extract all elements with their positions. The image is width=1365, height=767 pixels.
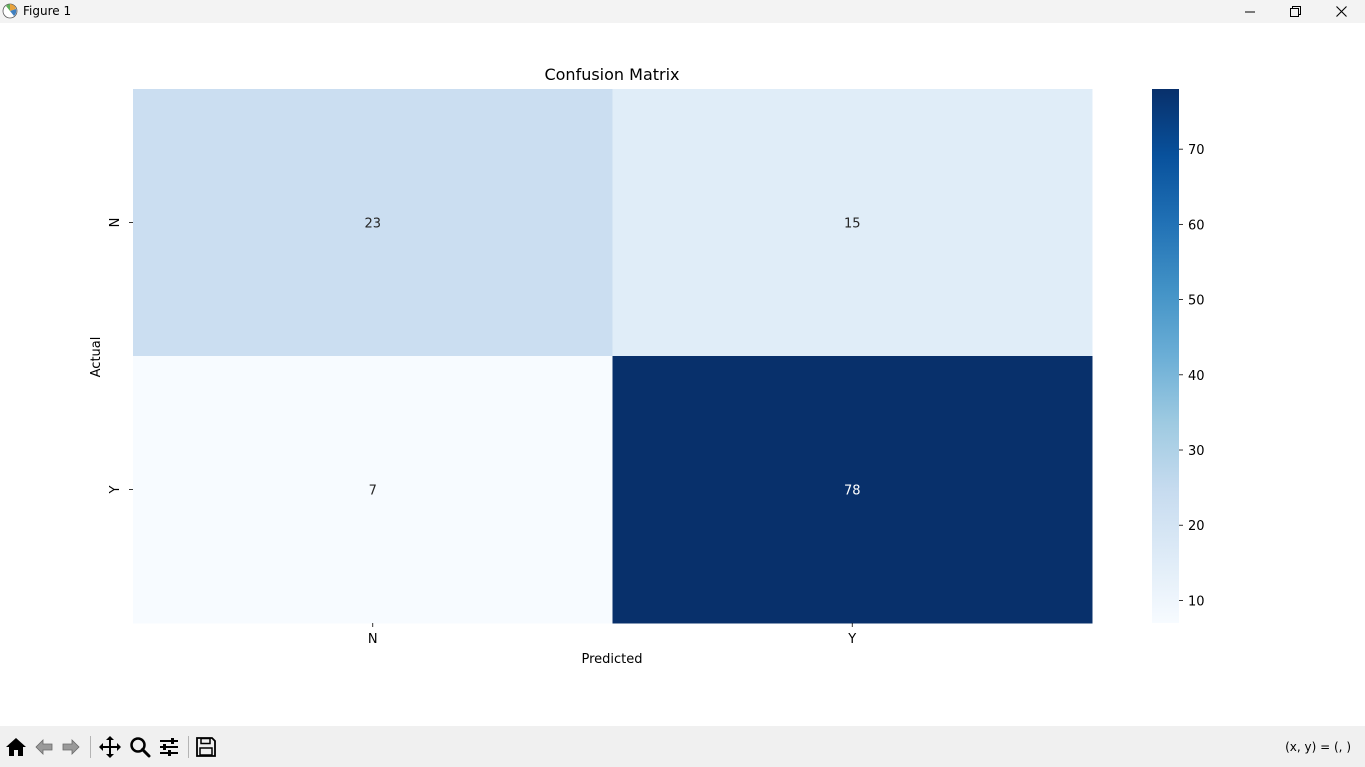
colorbar-tick-label: 10 [1188,594,1205,609]
heatmap-cells: 23 15 7 78 [133,89,1093,624]
colorbar-tick-label: 30 [1188,444,1205,459]
colorbar-tick-label: 20 [1188,519,1205,534]
heatmap-cell [133,356,613,624]
back-icon [35,739,53,755]
confusion-matrix-chart: Confusion Matrix 23 157 78 N YNY Predicted … [89,65,1205,667]
cell-annotation: 15 [844,217,861,232]
window-title: Figure 1 [23,4,72,18]
colorbar [1152,89,1179,623]
home-button[interactable] [3,735,29,759]
colorbar-tick-label: 70 [1188,143,1205,158]
chart-title: Confusion Matrix [544,65,679,84]
x-tick-label: Y [847,632,856,647]
y-tick-label: Y [108,485,123,494]
axes: N Y N Y [108,218,856,647]
close-icon [1335,6,1347,17]
back-button[interactable] [31,735,57,759]
maximize-button[interactable] [1272,0,1318,23]
home-icon [6,738,26,756]
forward-button[interactable] [58,735,84,759]
toolbar-separator [90,736,91,758]
save-button[interactable] [193,735,219,759]
cell-annotation: 78 [844,484,861,499]
maximize-icon [1289,6,1301,17]
x-tick-label: N [368,632,378,647]
configure-subplots-button[interactable] [156,735,182,759]
zoom-icon [130,737,151,758]
heatmap-cell [612,89,1093,357]
configure-subplots-icon [160,738,178,756]
pan-icon [99,736,121,758]
heatmap-cell [612,356,1093,624]
navigation-toolbar: (x, y) = (, ) [0,726,1365,767]
matplotlib-icon [2,3,18,19]
minimize-icon [1245,11,1255,12]
colorbar-ticks: 10 20 30 40 50 60 70 [1179,143,1205,609]
cursor-coordinates: (x, y) = (, ) [1285,740,1351,754]
y-tick-label: N [108,218,123,228]
window-titlebar: Figure 1 [0,0,1365,23]
close-button[interactable] [1318,0,1364,23]
cell-annotation: 7 [369,484,377,499]
y-axis-label: Actual [89,337,104,378]
save-icon [196,737,216,757]
cell-annotation: 23 [364,217,381,232]
forward-icon [62,739,80,755]
zoom-button[interactable] [127,735,153,759]
pan-button[interactable] [97,735,123,759]
colorbar-tick-label: 40 [1188,369,1205,384]
colorbar-tick-label: 60 [1188,218,1205,233]
toolbar-separator [188,736,189,758]
heatmap-cell [133,89,613,357]
colorbar-tick-label: 50 [1188,294,1205,309]
minimize-button[interactable] [1227,0,1273,23]
x-axis-label: Predicted [581,652,642,667]
